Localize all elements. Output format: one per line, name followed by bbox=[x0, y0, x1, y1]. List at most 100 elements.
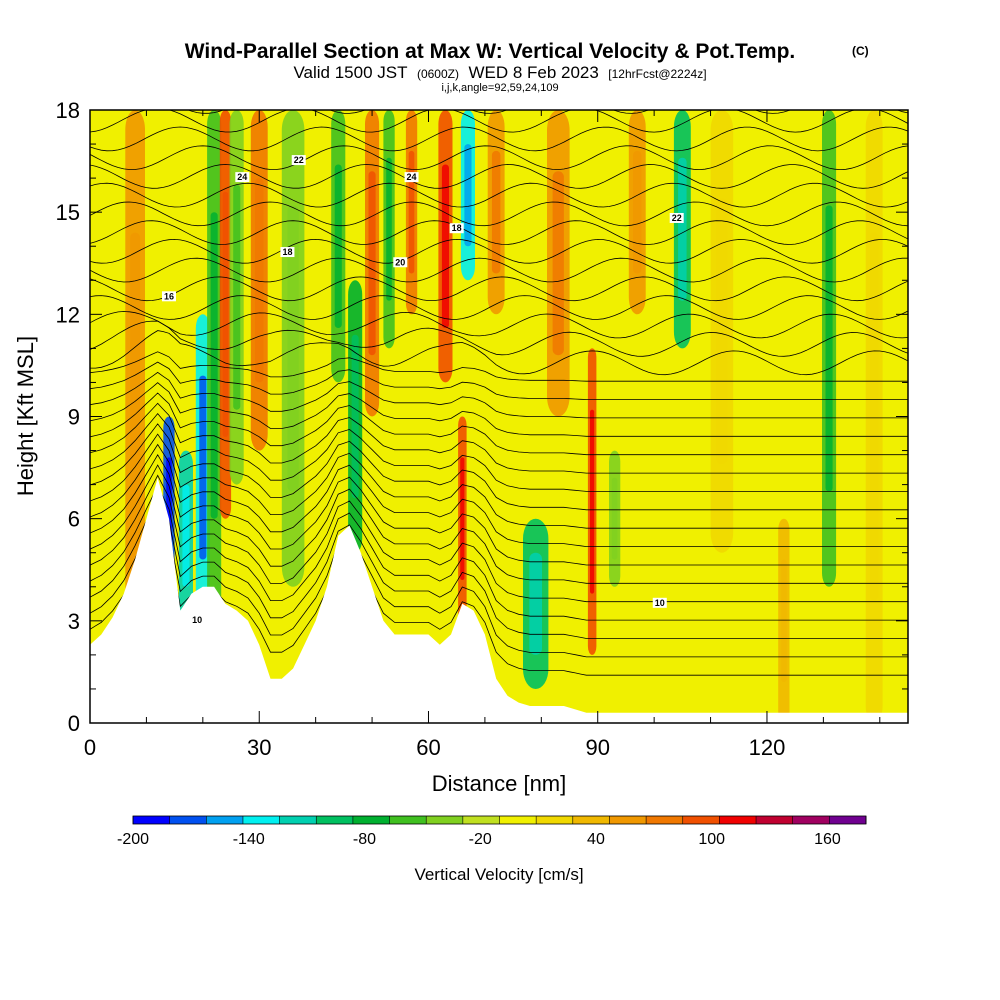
chart-title: Wind-Parallel Section at Max W: Vertical… bbox=[185, 40, 796, 63]
colorbar-title: Vertical Velocity [cm/s] bbox=[414, 865, 583, 884]
svg-text:24: 24 bbox=[237, 172, 247, 182]
velocity-feature-core bbox=[869, 232, 879, 601]
theta-contour bbox=[90, 320, 908, 357]
contour-label: 10 bbox=[652, 597, 667, 608]
svg-text:16: 16 bbox=[164, 291, 174, 301]
theta-contour bbox=[90, 164, 908, 189]
y-tick-label: 18 bbox=[56, 98, 80, 123]
colorbar-swatch bbox=[792, 816, 830, 824]
svg-text:22: 22 bbox=[672, 213, 682, 223]
subtitle-utc: (0600Z) bbox=[417, 67, 459, 81]
theta-contour bbox=[90, 495, 908, 639]
contour-label: 22 bbox=[291, 155, 306, 166]
colorbar-swatch bbox=[426, 816, 464, 824]
theta-contour bbox=[90, 423, 908, 511]
velocity-features bbox=[125, 110, 883, 723]
theta-contour bbox=[90, 110, 908, 133]
colorbar-swatch bbox=[719, 816, 757, 824]
y-tick-label: 3 bbox=[68, 609, 80, 634]
velocity-feature-core bbox=[552, 171, 564, 356]
theta-contour bbox=[90, 182, 908, 208]
theta-contour bbox=[90, 145, 908, 171]
velocity-feature-core bbox=[130, 232, 141, 601]
velocity-feature-core bbox=[633, 150, 642, 274]
svg-text:24: 24 bbox=[407, 172, 417, 182]
subtitle-forecast: [12hrFcst@2224z] bbox=[608, 67, 706, 81]
velocity-feature-core bbox=[334, 164, 342, 328]
colorbar-swatch bbox=[756, 816, 794, 824]
theta-contour bbox=[90, 402, 908, 474]
velocity-feature-core bbox=[441, 164, 449, 328]
colorbar-swatch bbox=[499, 816, 537, 824]
y-tick-label: 0 bbox=[68, 711, 80, 736]
svg-text:22: 22 bbox=[294, 155, 304, 165]
velocity-feature-core bbox=[233, 184, 241, 410]
velocity-feature-core bbox=[368, 171, 376, 356]
theta-contour bbox=[90, 351, 908, 382]
theta-contour bbox=[90, 201, 908, 227]
theta-contour bbox=[90, 371, 908, 419]
velocity-feature-core bbox=[199, 375, 207, 560]
colorbar-tick-label: 160 bbox=[814, 831, 841, 848]
subtitle-valid: Valid 1500 JST bbox=[293, 63, 407, 82]
theta-contour bbox=[90, 505, 908, 658]
contour-label: 16 bbox=[161, 291, 176, 302]
svg-text:10: 10 bbox=[655, 598, 665, 608]
theta-contour bbox=[90, 238, 908, 264]
contour-label: 18 bbox=[280, 247, 295, 258]
colorbar-swatch bbox=[169, 816, 207, 824]
y-tick-label: 15 bbox=[56, 200, 80, 225]
plot-area: 10 24 24 10 22 20 16 22 18 18 bbox=[90, 110, 908, 723]
colorbar-swatch bbox=[609, 816, 647, 824]
velocity-feature-core bbox=[182, 484, 190, 587]
colorbar-swatch bbox=[572, 816, 610, 824]
velocity-feature-core bbox=[678, 157, 687, 301]
theta-contour bbox=[90, 443, 908, 547]
colorbar: -200 -140 -80 -20 40 100 160 bbox=[117, 815, 867, 848]
theta-contour bbox=[90, 330, 908, 376]
velocity-feature-core bbox=[781, 559, 787, 683]
contour-label: 20 bbox=[393, 257, 408, 268]
theta-contour bbox=[187, 110, 908, 114]
velocity-feature-core bbox=[825, 205, 833, 492]
theta-contour bbox=[90, 433, 908, 529]
x-axis-label: Distance [nm] bbox=[432, 771, 567, 796]
subtitle-date: WED 8 Feb 2023 bbox=[468, 63, 598, 82]
x-tick-label: 120 bbox=[749, 735, 786, 760]
theta-contour bbox=[90, 361, 908, 400]
copyright-mark: (C) bbox=[852, 44, 869, 58]
velocity-feature-core bbox=[460, 457, 465, 580]
y-tick-label: 12 bbox=[56, 302, 80, 327]
theta-contour bbox=[90, 454, 908, 566]
colorbar-tick-label: -140 bbox=[233, 831, 265, 848]
velocity-feature-core bbox=[386, 157, 392, 301]
theta-contour bbox=[90, 392, 908, 456]
y-tick-label: 6 bbox=[68, 507, 80, 532]
x-tick-label: 90 bbox=[585, 735, 609, 760]
velocity-feature-core bbox=[464, 144, 472, 247]
colorbar-tick-label: -200 bbox=[117, 831, 149, 848]
chart-subtitle: Valid 1500 JST (0600Z) WED 8 Feb 2023 [1… bbox=[293, 63, 706, 82]
theta-contour bbox=[90, 515, 908, 676]
contour-label: 24 bbox=[404, 172, 419, 183]
colorbar-tick-label: -80 bbox=[353, 831, 376, 848]
theta-contour bbox=[90, 257, 908, 283]
theta-contours bbox=[90, 110, 908, 676]
colorbar-tick-label: -20 bbox=[469, 831, 492, 848]
colorbar-swatch bbox=[352, 816, 391, 824]
theta-contour bbox=[90, 382, 908, 437]
theta-contour bbox=[90, 474, 908, 603]
y-axis-label: Height [Kft MSL] bbox=[13, 336, 38, 496]
colorbar-swatch bbox=[242, 816, 281, 824]
velocity-feature-core bbox=[255, 178, 264, 383]
contour-label: 10 bbox=[190, 614, 205, 625]
svg-text:10: 10 bbox=[192, 615, 202, 625]
velocity-feature-core bbox=[287, 205, 299, 492]
contour-label: 18 bbox=[449, 223, 464, 234]
theta-contour bbox=[90, 126, 908, 152]
colorbar-swatch bbox=[206, 816, 244, 824]
colorbar-swatch bbox=[279, 816, 317, 824]
svg-text:18: 18 bbox=[452, 223, 462, 233]
theta-contour bbox=[90, 484, 908, 621]
colorbar-tick-label: 100 bbox=[698, 831, 725, 848]
